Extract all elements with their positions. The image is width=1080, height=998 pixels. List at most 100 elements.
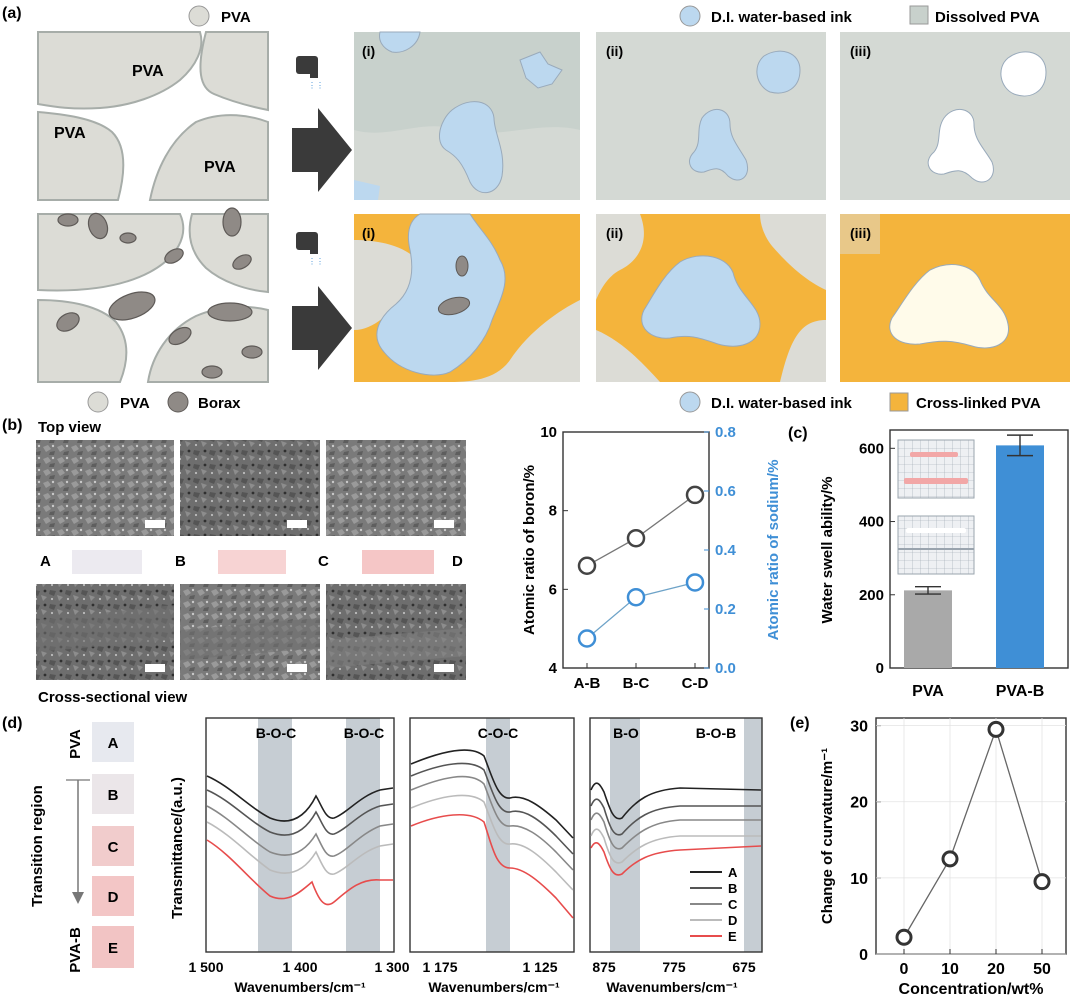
y-tick-label: 400 — [859, 514, 884, 531]
stage-label: (iii) — [850, 225, 871, 241]
spectrum-d — [206, 821, 394, 875]
legend-ink-swatch — [679, 5, 701, 27]
x-axis-label: Wavenumbers/cm⁻¹ — [234, 979, 366, 995]
y-tick-label: 0 — [876, 660, 884, 677]
boron-point — [685, 485, 705, 505]
legend-crosslinked-swatch — [889, 392, 909, 412]
stage-bottom-ii: (ii) — [596, 214, 826, 382]
legend-borax-swatch — [167, 391, 189, 413]
y-tick-label: 200 — [859, 587, 884, 604]
stage-top-i: (i) — [354, 31, 580, 200]
x-tick-label: B-C — [623, 675, 650, 692]
curvature-point — [1033, 873, 1051, 891]
sample-strips: A B C D — [40, 550, 463, 574]
x-tick-label: PVA — [912, 683, 944, 700]
swatch-b — [92, 774, 134, 814]
ftir-subplot-2: C-O-C 1 175 1 125 Wavenumbers/cm⁻¹ — [409, 717, 575, 995]
y-tick-label: 10 — [540, 424, 557, 441]
panel-a-label: (a) — [2, 5, 22, 22]
y-tick-label: 30 — [850, 719, 868, 736]
y-axis-label: Water swell ability/% — [819, 477, 836, 624]
spectrum-c — [410, 775, 574, 871]
x-tick-label: 10 — [941, 961, 959, 978]
sample-swatches: A B C D E — [92, 722, 134, 968]
stage-label: (iii) — [850, 43, 871, 59]
sodium-point — [685, 573, 705, 592]
transition-label: Transition region — [29, 785, 46, 907]
curvature-point — [987, 720, 1005, 738]
ftir-y-label: Transmittance/(a.u.) — [169, 777, 186, 919]
swatch-a — [92, 722, 134, 762]
stage-top-ii: (ii) — [596, 32, 826, 200]
svg-text:B: B — [728, 881, 737, 896]
swatch-label-a: A — [108, 735, 119, 752]
atomic-ratio-chart: Atomic ratio of boron/% Atomic ratio of … — [521, 424, 782, 692]
svg-text:⋮⋮: ⋮⋮ — [308, 257, 324, 266]
plot-frame — [409, 717, 575, 953]
stage-label: (i) — [362, 225, 375, 241]
spectra-legend: A B C D E — [690, 865, 738, 944]
spectrum-c — [590, 812, 761, 850]
stage-label: (ii) — [606, 43, 623, 59]
svg-text:C: C — [728, 897, 738, 912]
pva-schematic: PVA PVA PVA — [37, 31, 269, 201]
panel-d-label: (d) — [2, 715, 22, 732]
x-tick-label: PVA-B — [996, 683, 1045, 700]
x-tick-label: C-D — [682, 675, 709, 692]
swatch-label-e: E — [108, 940, 118, 957]
spectrum-a — [410, 749, 574, 839]
y-tick-label-right: 0.0 — [715, 660, 736, 677]
svg-text:1 125: 1 125 — [522, 959, 557, 975]
sodium-point — [577, 629, 597, 648]
svg-text:1 300: 1 300 — [374, 959, 409, 975]
band-label: B-O-C — [256, 725, 296, 741]
spectrum-a — [590, 782, 762, 820]
y-tick-label-right: 0.8 — [715, 424, 736, 441]
panel-b: (b) Top view A B C D — [2, 417, 1069, 706]
swatch-d — [92, 876, 134, 916]
y-tick-label: 8 — [549, 503, 557, 520]
plot-frame — [205, 717, 395, 953]
y-axis-label: Change of curvature/m⁻¹ — [819, 748, 836, 924]
stage-label: (ii) — [606, 225, 623, 241]
process-arrow-icon-2 — [292, 286, 352, 370]
panel-e: (e) Change of curvature/m⁻¹ Concentratio… — [790, 715, 1067, 998]
spectrum-c — [206, 805, 394, 857]
y-tick-label: 6 — [549, 581, 557, 598]
panel-d: (d) PVA Transition region PVA-B A B C D … — [2, 715, 763, 995]
y-tick-label-right: 0.6 — [715, 483, 736, 500]
pva-region-label-2: PVA — [54, 125, 86, 142]
band-label: B-O — [613, 725, 639, 741]
spectrum-b — [206, 789, 394, 836]
y-tick-label-right: 0.2 — [715, 601, 736, 618]
y-axis-label: Atomic ratio of boron/% — [521, 465, 538, 635]
y-tick-label-right: 0.4 — [715, 542, 737, 559]
plot-frame — [889, 429, 1069, 669]
legend-pva-label-2: PVA — [120, 395, 150, 412]
pva-region-label-1: PVA — [132, 63, 164, 80]
swatch-c — [92, 826, 134, 866]
strip-label-b: B — [175, 553, 186, 570]
y-tick-label: 0 — [859, 947, 868, 964]
legend-borax-label: Borax — [198, 395, 241, 412]
cross-view-label: Cross-sectional view — [38, 689, 188, 706]
stage-label: (i) — [362, 43, 375, 59]
sem-cross-images — [36, 584, 466, 680]
curvature-point — [895, 928, 913, 946]
swatch-label-b: B — [108, 787, 119, 804]
svg-text:1 175: 1 175 — [422, 959, 457, 975]
legend-pva-swatch-2 — [87, 391, 109, 413]
swatch-e — [92, 926, 134, 968]
x-axis-label: Concentration/wt% — [899, 981, 1044, 998]
bar — [996, 445, 1044, 668]
stage-top-iii: (iii) — [840, 32, 1070, 200]
panel-e-label: (e) — [790, 715, 810, 732]
borax-particles — [56, 207, 263, 379]
process-arrow-icon — [292, 108, 352, 192]
legend-ink-label: D.I. water-based ink — [711, 9, 853, 26]
curvature-point — [941, 850, 959, 868]
legend-ink-label-2: D.I. water-based ink — [711, 395, 853, 412]
strip-label-c: C — [318, 553, 329, 570]
spectrum-e — [410, 813, 574, 919]
